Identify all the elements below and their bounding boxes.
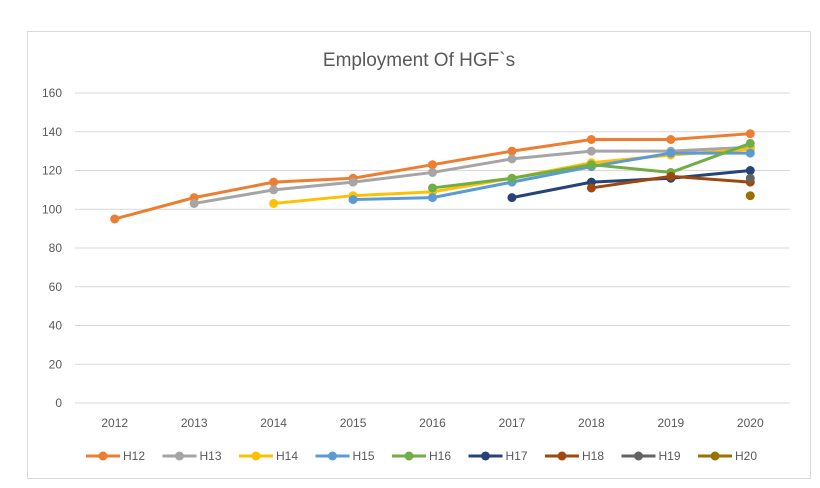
legend-item: H13	[162, 449, 222, 463]
legend-label: H18	[582, 449, 604, 463]
legend-label: H12	[123, 449, 145, 463]
legend-label: H19	[659, 449, 681, 463]
data-point	[348, 177, 358, 187]
x-axis-ticks: 2012 2013 2014 2015 2016 2017 2018 2019 2020	[101, 416, 764, 430]
x-tick-label: 2012	[101, 416, 128, 430]
legend-label: H16	[429, 449, 451, 463]
data-point	[666, 135, 676, 144]
data-point	[586, 135, 596, 144]
legend-item: H20	[698, 449, 757, 463]
y-tick-label: 100	[42, 202, 62, 216]
chart-title: Employment Of HGF`s	[323, 50, 515, 71]
data-point	[507, 154, 517, 164]
data-point	[507, 173, 517, 183]
data-point	[269, 185, 279, 195]
data-point	[507, 193, 517, 203]
data-point	[745, 148, 755, 158]
x-tick-label: 2020	[737, 416, 764, 430]
y-tick-label: 140	[42, 125, 62, 139]
legend-item: H15	[315, 449, 375, 463]
series-h13	[189, 142, 755, 208]
data-point	[666, 148, 676, 158]
y-tick-label: 20	[49, 357, 63, 371]
data-point	[745, 191, 755, 201]
series-h20	[745, 191, 755, 201]
series-layer	[110, 129, 755, 224]
legend-item: H16	[392, 449, 451, 463]
x-tick-label: 2014	[260, 416, 287, 430]
data-point	[745, 129, 755, 139]
data-point	[189, 198, 199, 208]
chart-frame	[27, 31, 811, 479]
data-point	[745, 173, 755, 183]
x-tick-label: 2016	[419, 416, 446, 430]
data-point	[428, 160, 437, 170]
series-h19	[745, 173, 755, 183]
y-tick-label: 120	[42, 164, 62, 178]
legend-item: H14	[239, 449, 298, 463]
data-point	[428, 167, 437, 177]
legend-swatch-marker	[251, 451, 261, 461]
y-tick-label: 60	[49, 280, 63, 294]
legend-swatch-marker	[404, 451, 414, 461]
x-tick-label: 2015	[340, 416, 367, 430]
legend-swatch-marker	[557, 451, 567, 461]
legend-item: H12	[86, 449, 145, 463]
legend-swatch-marker	[328, 451, 337, 461]
legend-swatch-marker	[175, 451, 184, 461]
series-line	[510, 169, 752, 200]
legend-swatch-marker	[710, 451, 720, 461]
legend-swatch-marker	[98, 451, 108, 461]
legend-label: H20	[735, 449, 757, 463]
data-point	[745, 138, 755, 148]
legend-label: H13	[200, 449, 222, 463]
x-tick-label: 2019	[657, 416, 684, 430]
legend-label: H17	[506, 449, 528, 463]
data-point	[586, 146, 596, 156]
legend-item: H18	[545, 449, 604, 463]
series-line	[351, 151, 752, 202]
y-axis-ticks: 0 20 40 60 80 100 120 140 160	[42, 86, 62, 410]
legend-swatch-marker	[481, 451, 490, 461]
x-tick-label: 2013	[181, 416, 208, 430]
data-point	[428, 193, 437, 203]
legend-label: H15	[353, 449, 375, 463]
data-point	[507, 146, 517, 156]
y-tick-label: 0	[55, 396, 62, 410]
data-point	[586, 160, 596, 170]
legend-swatch-marker	[634, 451, 643, 461]
y-tick-label: 80	[49, 241, 63, 255]
y-tick-label: 160	[42, 86, 62, 100]
data-point	[269, 198, 279, 208]
data-point	[745, 166, 755, 175]
legend-item: H17	[468, 449, 528, 463]
series-h17	[507, 166, 755, 203]
legend-label: H14	[276, 449, 298, 463]
legend-item: H19	[621, 449, 681, 463]
y-tick-label: 40	[49, 319, 63, 333]
data-point	[666, 171, 676, 181]
x-tick-label: 2018	[578, 416, 605, 430]
data-point	[348, 195, 358, 205]
data-point	[110, 214, 120, 224]
series-line	[192, 145, 752, 205]
legend: H12 H13 H14 H15 H16 H17 H18 H19 H20	[86, 449, 757, 463]
data-point	[269, 177, 279, 187]
data-point	[586, 183, 596, 193]
x-tick-label: 2017	[499, 416, 526, 430]
data-point	[428, 183, 437, 193]
